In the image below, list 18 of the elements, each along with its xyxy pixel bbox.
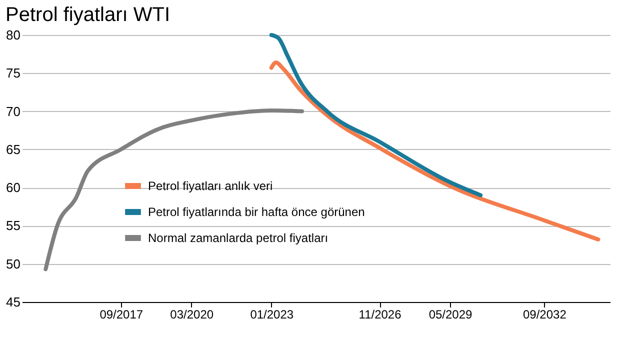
y-tick-label: 70 xyxy=(6,104,20,119)
x-tick-label: 09/2017 xyxy=(100,308,144,322)
y-tick-label: 65 xyxy=(6,142,20,157)
chart-title: Petrol fiyatları WTI xyxy=(6,4,170,26)
legend-label: Normal zamanlarda petrol fiyatları xyxy=(148,231,328,245)
legend-label: Petrol fiyatları anlık veri xyxy=(148,179,273,193)
x-tick-label: 11/2026 xyxy=(358,308,402,322)
y-tick-label: 75 xyxy=(6,66,20,81)
legend-label: Petrol fiyatlarında bir hafta önce görünen xyxy=(148,205,365,219)
y-tick-label: 60 xyxy=(6,180,20,196)
x-tick-label: 09/2032 xyxy=(522,308,567,322)
y-tick-label: 50 xyxy=(6,256,20,272)
x-tick-label: 05/2029 xyxy=(428,308,473,322)
y-tick-label: 45 xyxy=(6,294,20,310)
x-tick-label: 01/2023 xyxy=(250,308,294,322)
y-tick-label: 80 xyxy=(6,28,20,42)
x-tick-label: 03/2020 xyxy=(170,308,214,322)
y-tick-label: 55 xyxy=(6,218,20,234)
